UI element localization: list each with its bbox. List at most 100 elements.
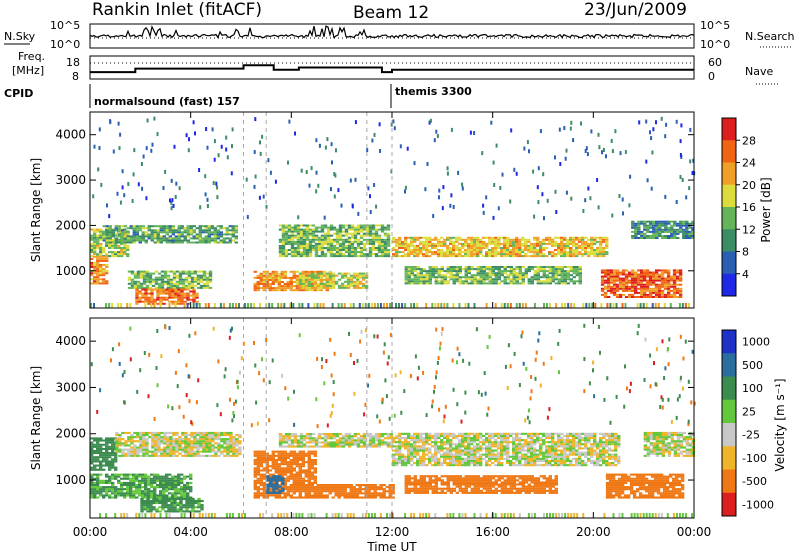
heatmap-cell <box>482 203 485 208</box>
heatmap-cell <box>177 484 181 487</box>
heatmap-cell <box>512 244 516 247</box>
heatmap-cell <box>277 274 281 277</box>
heatmap-cell <box>189 290 193 293</box>
heatmap-cell <box>145 286 150 289</box>
heatmap-cell <box>485 274 489 277</box>
heatmap-cell <box>612 275 617 278</box>
heatmap-cell <box>211 436 215 439</box>
heatmap-cell <box>642 279 647 282</box>
heatmap-cell <box>347 226 352 229</box>
heatmap-cell <box>594 303 597 308</box>
heatmap-cell <box>150 288 154 291</box>
heatmap-cell <box>136 446 140 449</box>
heatmap-cell <box>105 479 109 482</box>
heatmap-cell <box>684 303 687 308</box>
heatmap-cell <box>220 444 224 447</box>
heatmap-cell <box>165 475 169 478</box>
heatmap-cell <box>147 227 151 230</box>
heatmap-cell <box>518 272 522 275</box>
heatmap-cell <box>521 249 525 251</box>
heatmap-cell <box>277 452 281 455</box>
heatmap-cell <box>144 239 148 242</box>
heatmap-cell <box>246 215 249 219</box>
heatmap-cell <box>283 450 287 453</box>
heatmap-cell <box>225 237 229 240</box>
heatmap-cell <box>136 276 141 279</box>
heatmap-cell <box>446 236 450 239</box>
colorbar-tick-label: 28 <box>742 134 756 147</box>
heatmap-cell <box>449 255 453 258</box>
heatmap-cell <box>162 296 166 299</box>
heatmap-cell <box>512 255 516 258</box>
heatmap-cell <box>657 291 662 294</box>
heatmap-cell <box>673 224 677 227</box>
heatmap-cell <box>180 494 184 497</box>
heatmap-cell <box>90 441 94 444</box>
heatmap-cell <box>633 271 638 274</box>
heatmap-cell <box>452 266 456 268</box>
heatmap-cell <box>130 442 134 445</box>
heatmap-cell <box>277 469 281 472</box>
heatmap-cell <box>660 283 665 286</box>
heatmap-cell <box>154 270 159 273</box>
heatmap-cell <box>636 296 641 298</box>
heatmap-cell <box>685 224 689 227</box>
heatmap-cell <box>521 244 525 247</box>
heatmap-cell <box>162 186 165 190</box>
heatmap-cell <box>154 431 158 434</box>
heatmap-cell <box>108 255 112 258</box>
heatmap-cell <box>440 274 444 277</box>
heatmap-cell <box>90 462 94 465</box>
heatmap-cell <box>596 251 600 254</box>
heatmap-cell <box>253 454 257 457</box>
heatmap-cell <box>485 242 489 245</box>
heatmap-cell <box>142 274 147 277</box>
heatmap-cell <box>154 448 158 451</box>
heatmap-cell <box>658 226 662 229</box>
heatmap-cell <box>114 253 118 256</box>
heatmap-cell <box>661 235 665 237</box>
heatmap-cell <box>615 287 620 290</box>
heatmap-cell <box>185 497 189 500</box>
heatmap-cell <box>500 253 504 256</box>
heatmap-cell <box>464 251 468 254</box>
heatmap-cell <box>208 431 212 434</box>
heatmap-cell <box>138 475 142 478</box>
heatmap-cell <box>548 280 552 283</box>
heatmap-cell <box>156 239 160 242</box>
heatmap-cell <box>287 224 292 227</box>
heatmap-cell <box>232 450 236 453</box>
heatmap-cell <box>169 454 173 457</box>
heatmap-cell <box>151 450 155 453</box>
heatmap-cell <box>102 268 106 271</box>
heatmap-cell <box>458 236 462 239</box>
heatmap-cell <box>186 486 190 489</box>
heatmap-cell <box>497 242 501 245</box>
heatmap-cell <box>329 240 334 243</box>
heatmap-cell <box>159 481 163 484</box>
heatmap-cell <box>207 227 211 230</box>
heatmap-cell <box>307 469 311 472</box>
heatmap-cell <box>165 225 169 228</box>
heatmap-cell <box>253 184 256 189</box>
heatmap-cell <box>634 226 638 229</box>
heatmap-cell <box>244 303 246 308</box>
heatmap-cell <box>664 224 668 227</box>
heatmap-cell <box>320 253 325 256</box>
freq-label: Freq. <box>18 50 45 63</box>
heatmap-cell <box>434 247 438 249</box>
heatmap-cell <box>669 283 674 286</box>
heatmap-cell <box>164 502 168 505</box>
heatmap-cell <box>530 266 534 268</box>
heatmap-cell <box>105 282 109 285</box>
heatmap-cell <box>187 280 192 283</box>
heatmap-cell <box>509 303 512 308</box>
heatmap-cell <box>341 224 346 227</box>
heatmap-cell <box>278 228 283 231</box>
heatmap-cell <box>157 276 162 279</box>
heatmap-cell <box>557 247 561 249</box>
heatmap-cell <box>311 240 316 243</box>
heatmap-cell <box>320 234 325 237</box>
heatmap-cell <box>172 442 176 445</box>
heatmap-cell <box>283 463 287 466</box>
